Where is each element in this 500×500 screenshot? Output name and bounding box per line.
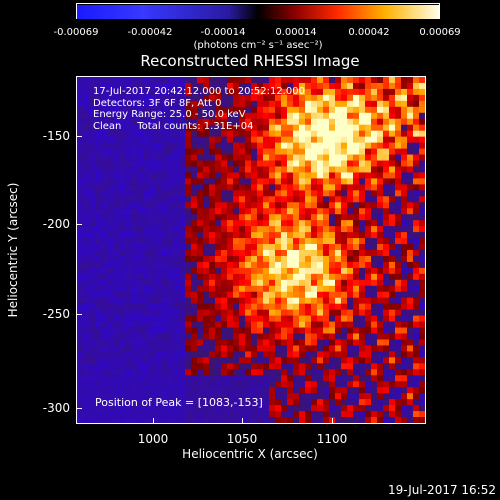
y-tick-mark xyxy=(76,224,82,225)
heatmap xyxy=(77,77,425,423)
clean-counts: Clean Total counts: 1.31E+04 xyxy=(93,120,254,132)
x-tick-label: 1100 xyxy=(316,432,348,446)
image-title: Reconstructed RHESSI Image xyxy=(140,52,360,70)
colorbar-tick: 0.00014 xyxy=(275,27,317,38)
y-tick-label: -300 xyxy=(42,401,70,415)
y-tick-label: -200 xyxy=(42,217,70,231)
time-range: 17-Jul-2017 20:42:12.000 to 20:52:12.000 xyxy=(93,86,305,97)
colorbar-tick: -0.00042 xyxy=(127,27,173,38)
x-tick-mark xyxy=(153,418,154,424)
timestamp: 19-Jul-2017 16:52 xyxy=(387,483,496,497)
detectors: Detectors: 3F 6F 8F, Att 0 xyxy=(93,97,222,109)
colorbar-gradient xyxy=(77,5,439,19)
x-axis-label: Heliocentric X (arcsec) xyxy=(182,447,318,461)
observation-info: 17-Jul-2017 20:42:12.000 to 20:52:12.000… xyxy=(93,86,305,132)
rhessi-image xyxy=(76,76,426,424)
y-tick-mark xyxy=(76,136,82,137)
y-axis-label: Heliocentric Y (arcsec) xyxy=(6,182,20,318)
y-tick-mark xyxy=(76,408,82,409)
energy-range: Energy Range: 25.0 - 50.0 keV xyxy=(93,109,246,120)
x-tick-label: 1000 xyxy=(137,432,169,446)
y-tick-mark xyxy=(76,314,82,315)
y-tick-label: -150 xyxy=(42,129,70,143)
x-tick-mark xyxy=(242,418,243,424)
colorbar-tick: 0.00069 xyxy=(419,27,461,38)
x-tick-mark xyxy=(332,418,333,424)
colorbar-tick: 0.00042 xyxy=(348,27,390,38)
y-tick-label: -250 xyxy=(42,307,70,321)
colorbar xyxy=(76,3,440,19)
x-tick-label: 1050 xyxy=(226,432,258,446)
colorbar-units: (photons cm⁻² s⁻¹ asec⁻²) xyxy=(193,40,323,51)
peak-position: Position of Peak = [1083,-153] xyxy=(95,396,263,409)
colorbar-tick: -0.00014 xyxy=(200,27,246,38)
colorbar-tick: -0.00069 xyxy=(53,27,99,38)
